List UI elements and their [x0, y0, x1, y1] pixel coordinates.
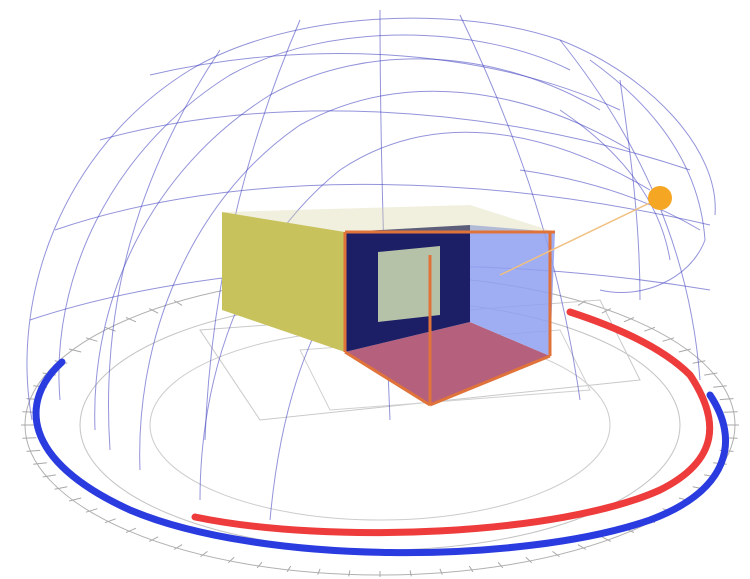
room-edge-floor-front — [344, 350, 431, 407]
dome-cap-1 — [589, 59, 706, 294]
dome-merid-c — [459, 14, 581, 401]
dome-merid-d — [559, 39, 701, 381]
ground-tick — [409, 570, 412, 577]
ground-tick — [85, 508, 98, 513]
dome-lat-3 — [54, 183, 711, 231]
sun-icon — [648, 186, 672, 210]
ground-tick — [468, 565, 474, 573]
sun-ray — [499, 197, 661, 276]
ground-tick — [704, 372, 718, 376]
ground-tick — [200, 550, 208, 558]
ground-tick — [148, 536, 159, 542]
room-floor — [345, 322, 550, 405]
ground-tick — [33, 462, 47, 465]
sun-path-blue — [32, 358, 729, 557]
room-side-wall-yellow — [222, 212, 345, 352]
dome-merid-e — [107, 49, 221, 451]
ground-tick — [125, 527, 137, 533]
ground-tick — [723, 411, 738, 413]
ground-tick — [577, 544, 587, 550]
ground-tick — [173, 544, 183, 550]
ground-tick — [68, 348, 82, 353]
ground-tick — [348, 570, 351, 577]
dome-arc-4 — [199, 131, 651, 501]
dome-cap-3 — [619, 79, 641, 301]
ground-tick — [439, 568, 443, 575]
room-edges — [343, 230, 555, 407]
ground-tick — [662, 337, 675, 342]
ground-tick — [713, 385, 727, 388]
ground-tick — [54, 486, 68, 490]
ground-tick — [525, 556, 533, 564]
room-window — [378, 246, 440, 322]
ground-tick — [104, 518, 116, 524]
ground-tick — [148, 308, 159, 314]
ground-tick — [601, 308, 612, 314]
dome-arc-1 — [58, 34, 571, 401]
dome-cap-4 — [519, 169, 701, 231]
ground-tick — [42, 474, 56, 478]
ground-tick — [68, 497, 82, 502]
ground-tick — [623, 317, 635, 323]
ground-tick — [601, 536, 612, 542]
ground-tick — [22, 437, 37, 439]
dome-arc-3 — [139, 90, 631, 471]
ground-tick — [497, 561, 504, 569]
dome-lat-1 — [149, 52, 621, 111]
ground-tick — [26, 449, 41, 452]
ground-tick — [85, 337, 98, 342]
ground-tick — [256, 561, 263, 569]
ground-tick — [104, 326, 116, 332]
ground-tick — [552, 550, 560, 558]
ground-tick — [173, 300, 183, 306]
dome-lat-2 — [99, 110, 691, 171]
ground-tick — [678, 348, 692, 353]
room-edge-floor-right — [429, 354, 551, 407]
sun-path-rings — [32, 308, 729, 557]
ground-tick — [692, 360, 706, 364]
ground-tick — [227, 556, 235, 564]
dome-outline — [26, 17, 716, 421]
ground-tick — [286, 565, 292, 573]
ground-tick — [125, 317, 137, 323]
ground-tick — [719, 398, 734, 401]
ground-tick — [317, 568, 321, 575]
room-roof-edge — [222, 205, 555, 232]
room-back-glass — [470, 225, 555, 356]
room-box — [222, 205, 555, 407]
ground-tick — [577, 300, 587, 306]
sun-path-red — [191, 308, 714, 537]
dome-arc-2 — [94, 58, 601, 431]
dome-cap-2 — [559, 109, 671, 261]
ground-tick — [644, 326, 656, 332]
